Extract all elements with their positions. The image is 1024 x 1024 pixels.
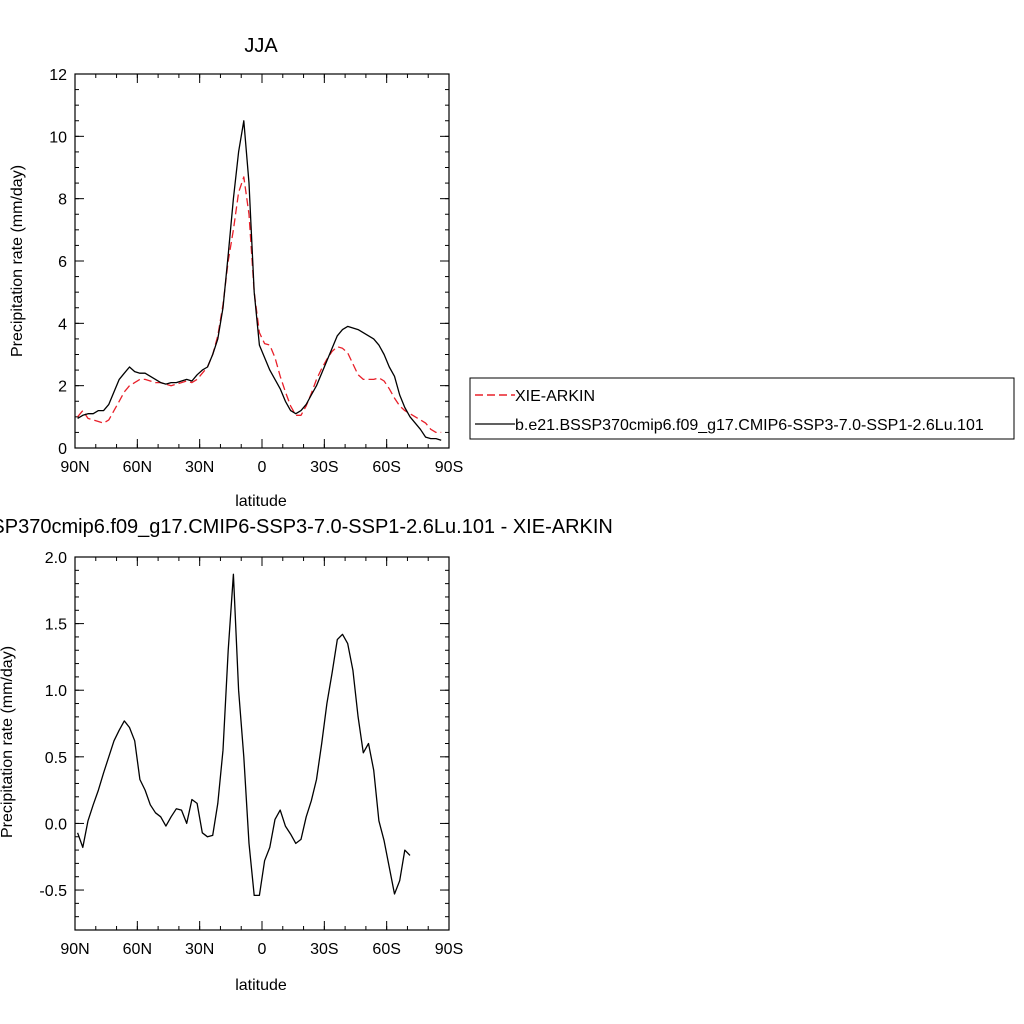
bottom-plot-area: 90N 60N 30N 0 30S 60S 90S -0.5 0.0 0.5 1.0 1.5 2.0 [39,550,463,958]
top-xlabel: latitude [235,493,287,510]
top-series-line-0 [77,176,442,434]
bottom-x-tick-label: 60S [372,941,400,958]
bottom-title: b.e21.BSSP370cmip6.f09_g17.CMIP6-SSP3-7.… [0,516,613,538]
top-x-tick-label: 30N [185,459,214,476]
bottom-plot-frame [74,556,450,931]
legend-label-model: b.e21.BSSP370cmip6.f09_g17.CMIP6-SSP3-7.… [515,417,984,434]
bottom-x-tick-label: 30N [185,941,214,958]
top-plot-frame [74,73,450,449]
bottom-x-tick-label: 90S [435,941,463,958]
top-x-tick-label: 0 [258,459,267,476]
top-y-tick-label: 0 [58,441,67,458]
top-x-tick-label: 90S [435,459,463,476]
top-x-tick-label: 60S [372,459,400,476]
top-y-tick-label: 2 [58,379,67,396]
bottom-series-line-0 [76,573,411,897]
bottom-x-tick-label: 60N [123,941,152,958]
legend-label-xie-arkin: XIE-ARKIN [515,388,595,405]
bottom-x-tick-label: 0 [258,941,267,958]
top-panel: JJA Precipitation rate (mm/day) latitude… [9,35,1015,510]
bottom-y-tick-label: 0.5 [45,750,67,767]
top-y-tick-label: 12 [49,67,67,84]
top-title: JJA [244,35,278,57]
top-x-tick-label: 30S [310,459,338,476]
top-plot-area: 90N 60N 30N 0 30S 60S 90S 0 2 4 6 8 10 12 [49,67,463,476]
legend: XIE-ARKIN b.e21.BSSP370cmip6.f09_g17.CMI… [469,377,1015,440]
bottom-ylabel: Precipitation rate (mm/day) [0,646,16,838]
top-x-tick-label: 60N [123,459,152,476]
top-y-tick-label: 4 [58,316,67,333]
top-x-tick-label: 90N [60,459,89,476]
top-y-tick-label: 6 [58,254,67,271]
bottom-y-tick-label: 0.0 [45,816,67,833]
top-y-tick-label: 10 [49,129,67,146]
bottom-x-tick-label: 30S [310,941,338,958]
top-ylabel: Precipitation rate (mm/day) [9,165,26,357]
bottom-y-tick-label: 2.0 [45,550,67,567]
bottom-x-tick-label: 90N [60,941,89,958]
top-series-line-1 [77,120,442,441]
legend-box [469,377,1015,440]
bottom-y-tick-label: 1.0 [45,683,67,700]
bottom-panel: b.e21.BSSP370cmip6.f09_g17.CMIP6-SSP3-7.… [0,516,613,994]
bottom-y-tick-label: -0.5 [39,883,67,900]
top-y-tick-label: 8 [58,192,67,209]
bottom-y-tick-label: 1.5 [45,617,67,634]
bottom-xlabel: latitude [235,977,287,994]
